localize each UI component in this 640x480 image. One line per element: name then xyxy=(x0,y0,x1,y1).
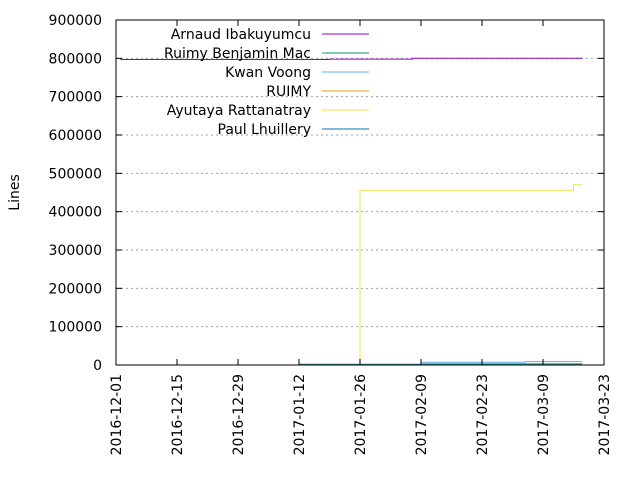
y-tick-label: 700000 xyxy=(49,90,102,106)
legend-label-3: Kwan Voong xyxy=(225,65,311,81)
legend-label-1: Arnaud Ibakuyumcu xyxy=(171,27,311,43)
x-tick-label: 2017-01-26 xyxy=(353,374,369,455)
legend: Arnaud Ibakuyumcu Ruimy Benjamin Mac Kwan … xyxy=(164,27,369,138)
legend-label-5: Ayutaya Rattanatray xyxy=(167,103,311,119)
legend-label-2: Ruimy Benjamin Mac xyxy=(164,46,311,62)
x-tick-label: 2016-12-29 xyxy=(231,374,247,455)
y-tick-label: 800000 xyxy=(49,51,102,67)
legend-label-6: Paul Lhuillery xyxy=(218,122,311,138)
series-line-1 xyxy=(120,57,583,60)
x-tick-label: 2017-01-12 xyxy=(292,374,308,455)
y-tick-label: 500000 xyxy=(49,166,102,182)
x-tick-label: 2017-02-23 xyxy=(475,374,491,455)
x-tick-label: 2017-02-09 xyxy=(414,374,430,455)
y-axis-title: Lines xyxy=(7,174,23,210)
tick-layer: 0 100000 200000 300000 400000 500000 600000 700… xyxy=(49,13,613,455)
series-line-5 xyxy=(359,184,583,365)
x-tick-label: 2016-12-15 xyxy=(170,374,186,455)
y-tick-label: 300000 xyxy=(49,243,102,259)
y-tick-label: 100000 xyxy=(49,320,102,336)
y-tick-label: 900000 xyxy=(49,13,102,29)
legend-label-4: RUIMY xyxy=(266,84,311,100)
x-tick-label: 2017-03-09 xyxy=(536,374,552,455)
y-tick-label: 200000 xyxy=(49,281,102,297)
y-tick-label: 400000 xyxy=(49,205,102,221)
y-tick-label: 600000 xyxy=(49,128,102,144)
x-tick-label: 2016-12-01 xyxy=(109,374,125,455)
x-tick-label: 2017-03-23 xyxy=(597,374,613,455)
y-tick-label: 0 xyxy=(93,358,102,374)
